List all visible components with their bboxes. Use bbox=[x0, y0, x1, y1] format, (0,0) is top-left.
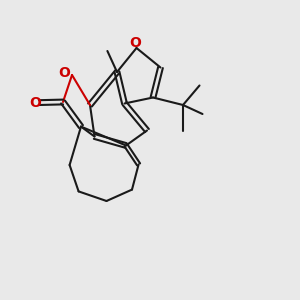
Text: O: O bbox=[58, 66, 70, 80]
Text: O: O bbox=[29, 96, 41, 110]
Text: O: O bbox=[129, 36, 141, 50]
